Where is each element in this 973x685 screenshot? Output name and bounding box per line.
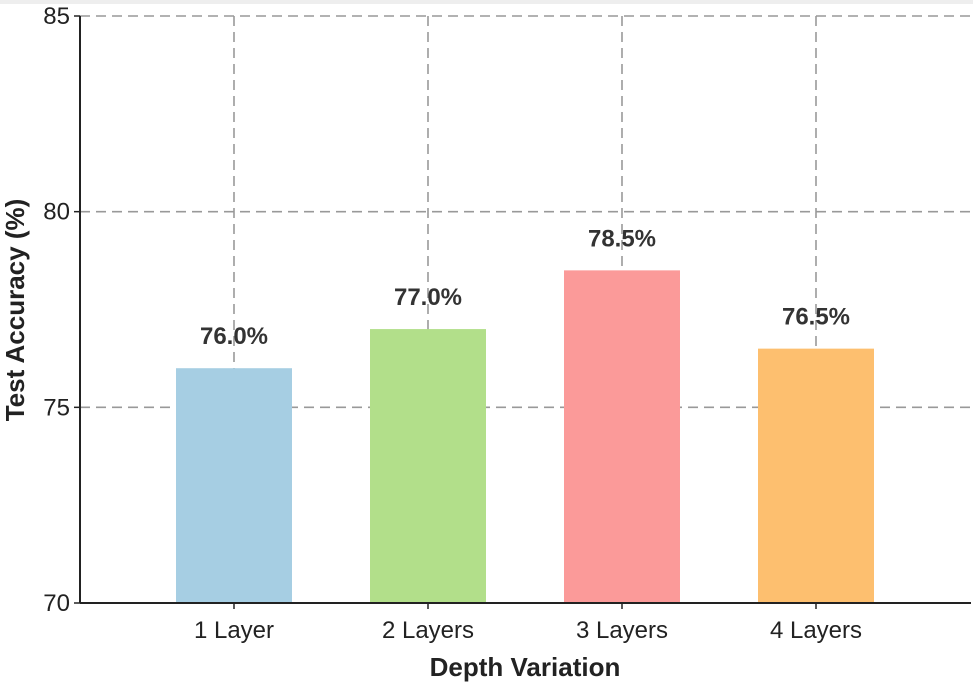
top-border-strip — [0, 0, 973, 4]
bars — [176, 270, 874, 603]
bar-4 — [758, 348, 874, 603]
data-labels: 76.0% 77.0% 78.5% 76.5% — [200, 225, 850, 350]
y-tick-label-75: 75 — [43, 394, 70, 421]
y-tick-label-85: 85 — [43, 3, 70, 30]
axes — [79, 16, 971, 604]
bar-2 — [370, 329, 486, 603]
y-tick-label-70: 70 — [43, 590, 70, 617]
data-label-3: 78.5% — [588, 225, 656, 252]
y-axis-title: Test Accuracy (%) — [0, 199, 30, 422]
data-label-4: 76.5% — [782, 304, 850, 331]
data-label-2: 77.0% — [394, 284, 462, 311]
bar-3 — [564, 270, 680, 603]
x-tick-label-1: 1 Layer — [194, 617, 274, 644]
ticks: 70 75 80 85 1 Layer 2 Layers 3 Layers 4 Layers — [43, 3, 862, 644]
x-tick-label-4: 4 Layers — [770, 617, 862, 644]
data-label-1: 76.0% — [200, 323, 268, 350]
bar-1 — [176, 368, 292, 603]
y-tick-label-80: 80 — [43, 199, 70, 226]
x-tick-label-3: 3 Layers — [576, 617, 668, 644]
x-axis-title: Depth Variation — [430, 652, 621, 682]
x-tick-label-2: 2 Layers — [382, 617, 474, 644]
